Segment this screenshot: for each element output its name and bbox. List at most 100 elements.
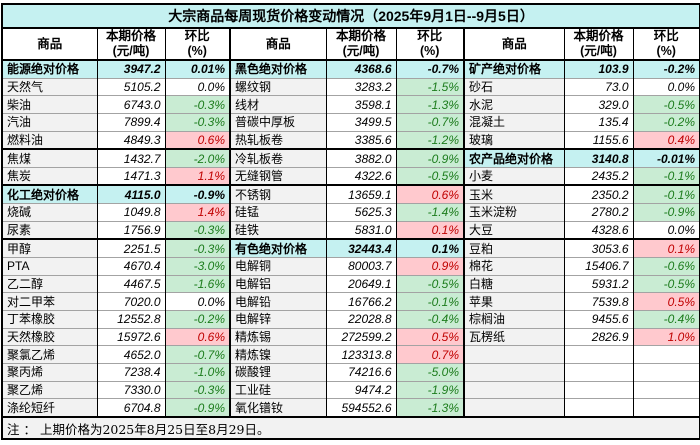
table-row: 聚乙烯 7330.0 -0.3% 工业硅 9474.2 -1.9% (1, 380, 700, 399)
price-cell: 3882.0 (325, 148, 396, 168)
pct-change-cell: 0.0% (164, 77, 230, 96)
price-cell: 1155.6 (563, 130, 633, 150)
price-cell (563, 398, 633, 417)
commodity-name-cell: 豆粕 (463, 238, 564, 258)
price-cell: 2350.2 (563, 184, 633, 204)
section-row-label: 矿产绝对价格 (463, 60, 564, 79)
pct-change-cell: -1.3% (395, 95, 464, 114)
column-header-commodity: 商品 (463, 28, 564, 61)
price-cell: 272599.2 (325, 327, 396, 346)
table-row: 焦煤 1432.7 -2.0% 冷轧板卷 3882.0 -0.9% 农产品绝对价格 3140.… (1, 148, 700, 168)
pct-change-cell: 0.6% (395, 184, 464, 204)
table-row: 乙二醇 4467.5 -1.6% 电解铝 20649.1 -0.5% 白糖 5931.2 -0.… (1, 274, 700, 293)
pct-change-cell (632, 345, 700, 364)
commodity-name-cell (463, 345, 564, 364)
commodity-name-cell: 燃料油 (1, 130, 97, 150)
commodity-name-cell (463, 398, 564, 417)
pct-change-cell (632, 362, 700, 382)
commodity-name-cell: 电解铝 (229, 274, 326, 293)
pct-change-cell: -0.3% (164, 112, 230, 132)
pct-change-cell: -0.3% (164, 238, 230, 258)
section-row-label: 农产品绝对价格 (463, 148, 564, 168)
table-row: 丁苯橡胶 12552.8 -0.2% 电解锌 22028.8 -0.4% 棕榈油 9455.6… (1, 309, 700, 329)
commodity-name-cell: 瓦楞纸 (463, 327, 564, 346)
price-cell (563, 345, 633, 364)
commodity-name-cell: 柴油 (1, 95, 97, 114)
price-cell: 1471.3 (96, 166, 165, 186)
pct-change-cell: -0.9% (164, 184, 230, 204)
pct-change-cell: -1.6% (164, 274, 230, 293)
commodity-name-cell: 硅铁 (229, 220, 326, 240)
pct-change-cell: 0.6% (164, 327, 230, 346)
footer-row: 注 ： 上期价格为2025年8月25日至8月29日。 (2, 416, 700, 439)
price-cell: 3499.5 (325, 112, 396, 132)
price-cell: 4849.3 (96, 130, 165, 150)
price-cell: 22028.8 (325, 309, 396, 329)
commodity-name-cell: 聚丙烯 (1, 362, 97, 382)
title-row: 大宗商品每周现货价格变动情况（2025年9月1日--9月5日） (2, 4, 700, 29)
commodity-name-cell: 精炼镍 (229, 345, 326, 364)
pct-change-cell: 0.0% (632, 220, 700, 240)
commodity-name-cell: 涤纶短纤 (1, 398, 97, 417)
pct-change-cell: -0.5% (395, 166, 464, 186)
commodity-name-cell (463, 380, 564, 399)
price-cell: 594552.6 (325, 398, 396, 417)
commodity-name-cell: 工业硅 (229, 380, 326, 399)
table-row: 甲醇 2251.5 -0.3% 有色绝对价格 32443.4 0.1% 豆粕 3053.6 0.… (1, 238, 700, 258)
table-row: PTA 4670.4 -3.0% 电解铜 80003.7 0.9% 棉花 15406.7 -0.… (1, 257, 700, 276)
commodity-price-table: 大宗商品每周现货价格变动情况（2025年9月1日--9月5日） 商品 本期价格 … (1, 3, 700, 440)
commodity-name-cell: 线材 (229, 95, 326, 114)
commodity-name-cell: 无缝钢管 (229, 166, 326, 186)
footer-note: 注 ： 上期价格为2025年8月25日至8月29日。 (2, 416, 700, 439)
price-cell: 7020.0 (96, 292, 165, 311)
table-row: 化工绝对价格 4115.0 -0.9% 不锈钢 13659.1 0.6% 玉米 2350.2-… (1, 184, 700, 204)
pct-change-cell: -0.7% (164, 345, 230, 364)
column-header-price: 本期价格 (元/吨) (325, 28, 396, 61)
price-cell: 5105.2 (96, 77, 165, 96)
commodity-name-cell: 乙二醇 (1, 274, 97, 293)
commodity-name-cell: 小麦 (463, 166, 564, 186)
commodity-name-cell: 硅锰 (229, 203, 326, 222)
pct-change-cell: -0.2% (632, 112, 700, 132)
pct-change-cell: 0.4% (632, 130, 700, 150)
column-header-row: 商品 本期价格 (元/吨) 环比 (%) 商品 本期价格 (元/吨) 环比 (%… (1, 28, 700, 61)
pct-change-cell: -0.3% (164, 95, 230, 114)
price-cell: 15972.6 (96, 327, 165, 346)
price-cell: 32443.4 (325, 238, 396, 258)
commodity-name-cell: 电解铅 (229, 292, 326, 311)
table-row: 燃料油 4849.3 0.6% 热轧板卷 3385.6 -1.2% 玻璃 1155.6 0.4% (1, 130, 700, 150)
commodity-name-cell: 汽油 (1, 112, 97, 132)
pct-change-cell: -0.1% (632, 184, 700, 204)
commodity-name-cell: 氧化镨钕 (229, 398, 326, 417)
pct-change-cell: 0.9% (395, 257, 464, 276)
page-title: 大宗商品每周现货价格变动情况（2025年9月1日--9月5日） (2, 4, 700, 29)
price-cell: 5931.2 (563, 274, 633, 293)
pct-change-cell: 1.0% (632, 327, 700, 346)
section-row-label: 能源绝对价格 (1, 60, 97, 79)
commodity-name-cell: 电解铜 (229, 257, 326, 276)
column-header-pct: 环比 (%) (164, 28, 230, 61)
column-header-pct: 环比 (%) (395, 28, 464, 61)
pct-change-cell: -0.5% (632, 274, 700, 293)
table-row: 能源绝对价格 3947.2 0.01% 黑色绝对价格 4368.6 -0.7% 矿产绝对价格… (1, 60, 700, 79)
column-header-price: 本期价格 (元/吨) (563, 28, 633, 61)
pct-change-cell: 0.6% (164, 130, 230, 150)
commodity-name-cell: 碳酸锂 (229, 362, 326, 382)
pct-change-cell (632, 380, 700, 399)
commodity-name-cell: 聚乙烯 (1, 380, 97, 399)
commodity-name-cell: 砂石 (463, 77, 564, 96)
price-cell: 135.4 (563, 112, 633, 132)
commodity-name-cell: 混凝土 (463, 112, 564, 132)
pct-change-cell: -1.3% (395, 398, 464, 417)
price-cell: 123313.8 (325, 345, 396, 364)
table-row: 天然橡胶 15972.6 0.6% 精炼锡 272599.2 0.5% 瓦楞纸 2826.9 1… (1, 327, 700, 346)
price-cell: 1756.9 (96, 220, 165, 240)
price-cell: 13659.1 (325, 184, 396, 204)
pct-change-cell: 1.4% (164, 203, 230, 222)
commodity-name-cell: 甲醇 (1, 238, 97, 258)
price-cell: 15406.7 (563, 257, 633, 276)
commodity-name-cell (463, 362, 564, 382)
table-row: 聚丙烯 7238.4 -1.0% 碳酸锂 74216.6 -5.0% (1, 362, 700, 382)
price-cell: 3598.1 (325, 95, 396, 114)
commodity-name-cell: 棉花 (463, 257, 564, 276)
